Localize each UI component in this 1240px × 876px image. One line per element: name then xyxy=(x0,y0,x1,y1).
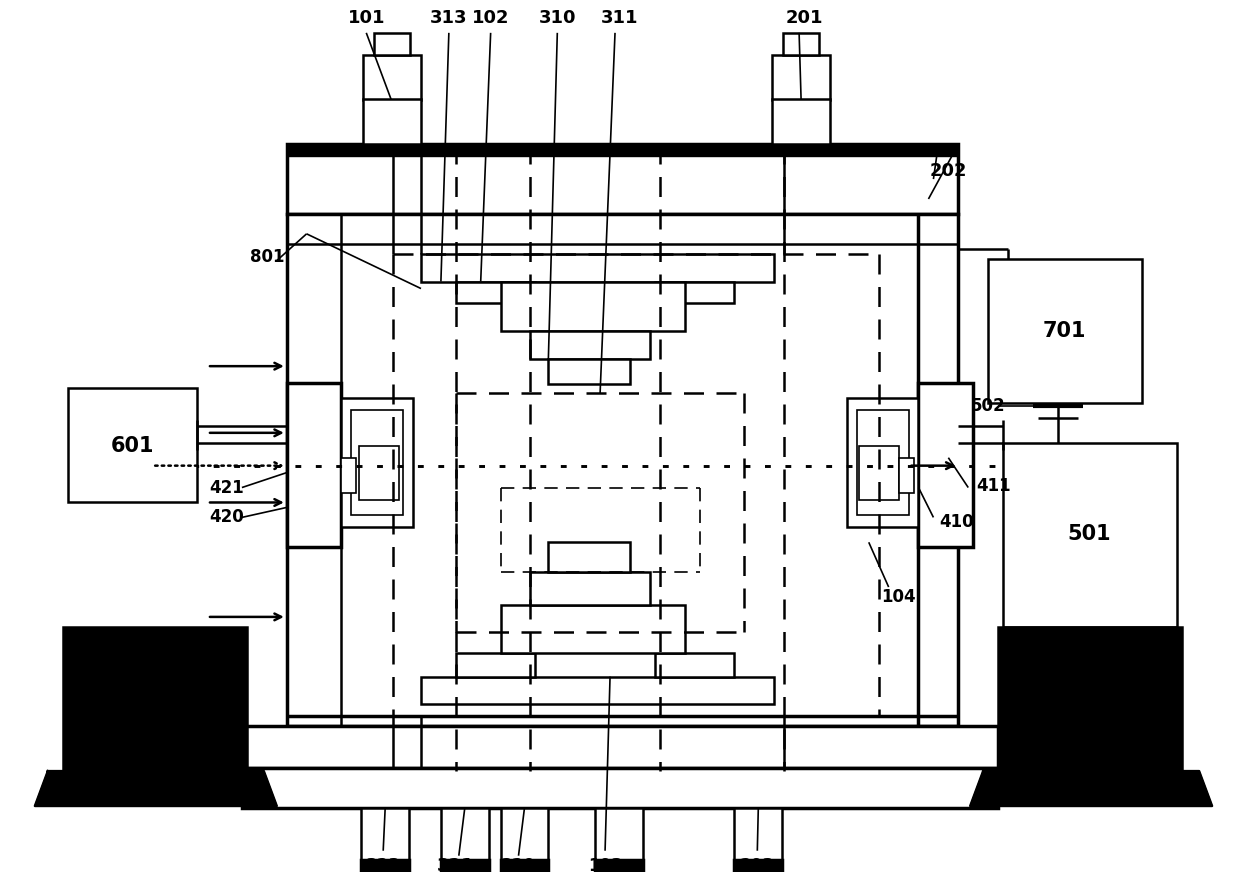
Bar xyxy=(422,254,774,281)
Bar xyxy=(595,808,642,859)
Bar xyxy=(363,100,422,145)
Bar xyxy=(998,627,1182,771)
Bar xyxy=(351,410,403,515)
Bar xyxy=(341,398,413,527)
Bar xyxy=(531,572,650,605)
Bar xyxy=(286,145,959,214)
Text: 410: 410 xyxy=(939,513,973,532)
Bar xyxy=(363,54,422,100)
Polygon shape xyxy=(35,771,277,806)
Text: 320: 320 xyxy=(501,857,536,874)
Bar xyxy=(548,542,630,572)
Bar xyxy=(286,145,959,156)
Text: 420: 420 xyxy=(210,508,244,526)
Bar xyxy=(456,653,536,676)
Text: 601: 601 xyxy=(110,435,154,456)
Bar xyxy=(456,281,536,303)
Bar xyxy=(784,32,818,54)
Text: 103: 103 xyxy=(588,857,622,874)
Text: 501: 501 xyxy=(1068,525,1111,544)
Bar xyxy=(68,388,197,503)
Bar xyxy=(441,808,489,859)
Text: 323: 323 xyxy=(366,857,401,874)
Text: 421: 421 xyxy=(210,478,244,497)
Text: 801: 801 xyxy=(249,248,284,265)
Text: 502: 502 xyxy=(971,397,1006,415)
Bar xyxy=(1003,442,1177,627)
Text: 311: 311 xyxy=(601,9,639,27)
Text: 202: 202 xyxy=(930,162,967,180)
Text: 321: 321 xyxy=(436,857,475,874)
Bar xyxy=(773,100,830,145)
Bar xyxy=(361,859,409,874)
Text: 101: 101 xyxy=(347,9,386,27)
Bar xyxy=(548,359,630,384)
Text: 203: 203 xyxy=(740,857,775,874)
Bar xyxy=(374,32,410,54)
Bar xyxy=(501,808,548,859)
Bar xyxy=(734,808,782,859)
Text: 411: 411 xyxy=(976,477,1011,495)
Bar xyxy=(734,859,782,874)
Bar xyxy=(899,457,914,492)
Bar xyxy=(242,726,998,768)
Bar xyxy=(286,214,959,726)
Bar xyxy=(361,808,409,859)
Bar xyxy=(501,605,684,653)
Bar xyxy=(422,676,774,704)
Bar xyxy=(859,446,899,500)
Bar xyxy=(501,859,548,874)
Bar xyxy=(988,258,1142,403)
Bar xyxy=(341,457,356,492)
Bar xyxy=(773,54,830,100)
Bar xyxy=(847,398,919,527)
Text: 102: 102 xyxy=(472,9,510,27)
Bar xyxy=(501,281,684,331)
Bar xyxy=(286,383,341,548)
Bar xyxy=(242,768,998,808)
Bar xyxy=(857,410,909,515)
Bar xyxy=(441,859,489,874)
Bar xyxy=(360,446,399,500)
Bar xyxy=(595,859,642,874)
Polygon shape xyxy=(970,771,1211,806)
Bar xyxy=(655,281,734,303)
Text: 310: 310 xyxy=(538,9,577,27)
Text: 104: 104 xyxy=(882,588,916,606)
Text: 313: 313 xyxy=(430,9,467,27)
Text: 701: 701 xyxy=(1043,321,1086,342)
Bar xyxy=(655,653,734,676)
Bar xyxy=(531,331,650,359)
Bar xyxy=(63,627,247,771)
Text: 201: 201 xyxy=(785,9,823,27)
Bar xyxy=(919,383,973,548)
